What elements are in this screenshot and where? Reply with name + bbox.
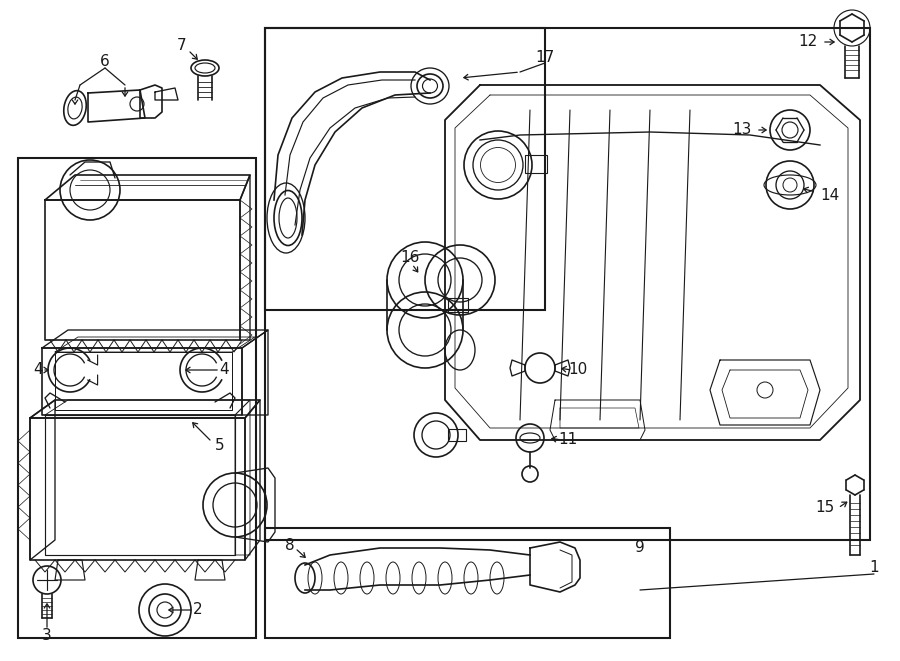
Bar: [265, 28, 870, 540]
Text: 11: 11: [558, 432, 578, 447]
Bar: [265, 28, 545, 310]
Text: 2: 2: [194, 602, 202, 617]
Circle shape: [522, 466, 538, 482]
Text: 5: 5: [215, 438, 225, 453]
Bar: [448, 429, 466, 441]
Text: 8: 8: [285, 537, 295, 553]
Text: 16: 16: [400, 251, 419, 266]
Bar: [525, 155, 547, 173]
Text: 14: 14: [820, 188, 839, 202]
Text: 13: 13: [733, 122, 752, 137]
Text: 4: 4: [33, 362, 43, 377]
Text: 4: 4: [220, 362, 229, 377]
Text: 9: 9: [635, 541, 645, 555]
Bar: [18, 158, 256, 638]
Text: 7: 7: [177, 38, 187, 52]
Bar: [448, 298, 468, 312]
Text: 1: 1: [869, 561, 878, 576]
Text: 6: 6: [100, 54, 110, 69]
Text: 3: 3: [42, 627, 52, 642]
Text: 10: 10: [569, 362, 588, 377]
Text: 15: 15: [815, 500, 835, 516]
Bar: [265, 528, 670, 638]
Text: 12: 12: [799, 34, 818, 50]
Text: 17: 17: [536, 50, 554, 65]
